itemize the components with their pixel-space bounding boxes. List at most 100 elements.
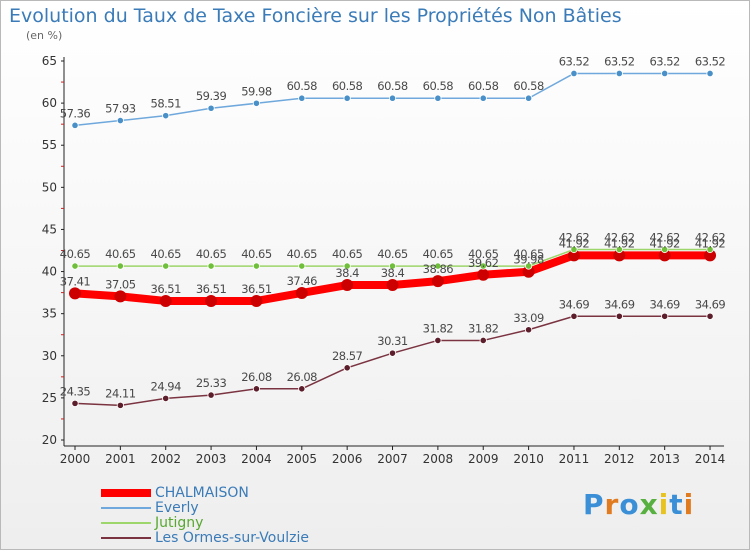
- x-tick-label: 2004: [241, 452, 272, 466]
- data-point: [298, 385, 306, 393]
- data-point: [252, 262, 261, 270]
- data-label: 33.09: [513, 311, 544, 325]
- data-label: 57.93: [105, 102, 136, 116]
- data-label: 39.62: [468, 256, 499, 270]
- data-label: 40.65: [151, 247, 182, 261]
- data-label: 40.65: [287, 247, 318, 261]
- x-tick-label: 2009: [468, 452, 499, 466]
- data-label: 36.51: [241, 282, 272, 296]
- data-point: [704, 249, 717, 262]
- data-point: [431, 275, 444, 288]
- data-label: 63.52: [559, 54, 590, 68]
- data-label: 24.94: [151, 379, 182, 393]
- data-label: 40.65: [105, 247, 136, 261]
- data-point: [477, 268, 490, 281]
- data-label: 41.92: [559, 236, 590, 250]
- data-label: 60.58: [377, 79, 408, 93]
- data-point: [71, 121, 79, 129]
- y-tick-label: 40: [42, 265, 57, 279]
- data-point: [116, 116, 124, 125]
- data-point: [479, 94, 487, 102]
- data-label: 41.92: [695, 236, 726, 250]
- x-tick-label: 2001: [105, 452, 136, 466]
- data-point: [298, 262, 306, 270]
- data-point: [343, 364, 351, 372]
- data-label: 41.92: [649, 236, 680, 250]
- data-label: 40.65: [423, 247, 454, 261]
- data-point: [252, 99, 261, 107]
- legend-swatch: [101, 507, 151, 509]
- data-label: 36.51: [196, 282, 227, 296]
- logo-letter: P: [583, 488, 605, 521]
- logo-letter: i: [683, 488, 695, 521]
- x-tick-label: 2007: [377, 452, 408, 466]
- data-label: 63.52: [604, 54, 635, 68]
- data-label: 31.82: [423, 321, 454, 335]
- data-label: 40.65: [377, 247, 408, 261]
- x-tick-label: 2014: [695, 452, 726, 466]
- data-point: [706, 69, 714, 78]
- data-label: 28.57: [332, 349, 363, 363]
- data-point: [207, 104, 215, 112]
- data-label: 41.92: [604, 236, 635, 250]
- data-point: [207, 391, 215, 399]
- data-point: [706, 312, 714, 320]
- data-point: [613, 249, 626, 262]
- legend-swatch: [101, 522, 151, 524]
- data-label: 31.82: [468, 321, 499, 335]
- data-point: [570, 69, 578, 78]
- y-tick-label: 45: [42, 222, 57, 236]
- data-point: [114, 290, 127, 303]
- data-point: [661, 69, 669, 78]
- legend-swatch: [101, 537, 151, 539]
- data-label: 42.62: [649, 230, 680, 244]
- data-label: 58.51: [151, 97, 182, 111]
- data-label: 60.58: [468, 79, 499, 93]
- data-label: 37.05: [105, 277, 136, 291]
- data-point: [343, 262, 351, 270]
- data-point: [388, 349, 397, 357]
- data-point: [71, 262, 79, 270]
- data-label: 38.86: [423, 262, 454, 276]
- data-point: [570, 312, 578, 320]
- data-point: [341, 279, 354, 292]
- data-label: 57.36: [60, 106, 91, 120]
- data-label: 26.08: [241, 370, 272, 384]
- data-point: [388, 262, 397, 270]
- data-point: [116, 262, 124, 270]
- y-tick-label: 35: [42, 307, 57, 321]
- data-label: 60.58: [513, 79, 544, 93]
- data-label: 40.65: [60, 247, 91, 261]
- data-point: [386, 279, 399, 292]
- chart-title: Evolution du Taux de Taxe Foncière sur l…: [9, 5, 622, 27]
- legend-label: Everly: [155, 500, 199, 516]
- data-label: 37.41: [60, 274, 91, 288]
- data-label: 38.4: [335, 266, 359, 280]
- data-label: 40.65: [332, 247, 363, 261]
- data-label: 42.62: [695, 230, 726, 244]
- data-point: [298, 94, 306, 102]
- data-point: [69, 287, 81, 300]
- data-point: [116, 401, 124, 409]
- data-point: [250, 294, 263, 307]
- data-label: 63.52: [695, 54, 726, 68]
- data-label: 34.69: [604, 297, 635, 311]
- data-label: 38.4: [381, 266, 405, 280]
- data-point: [524, 326, 533, 334]
- data-label: 34.69: [649, 297, 680, 311]
- data-label: 59.98: [241, 84, 272, 98]
- data-point: [567, 249, 580, 262]
- data-label: 40.65: [196, 247, 227, 261]
- y-tick-label: 60: [42, 96, 57, 110]
- x-tick-label: 2006: [332, 452, 363, 466]
- data-label: 40.65: [468, 247, 499, 261]
- data-label: 34.69: [559, 297, 590, 311]
- data-point: [162, 394, 170, 402]
- proxiti-logo: Proxiti: [583, 488, 694, 521]
- logo-letter: t: [669, 488, 684, 521]
- data-point: [615, 312, 623, 320]
- data-point: [343, 94, 351, 102]
- data-point: [661, 312, 669, 320]
- data-point: [388, 94, 397, 102]
- legend-label: Les Ormes-sur-Voulzie: [155, 530, 309, 546]
